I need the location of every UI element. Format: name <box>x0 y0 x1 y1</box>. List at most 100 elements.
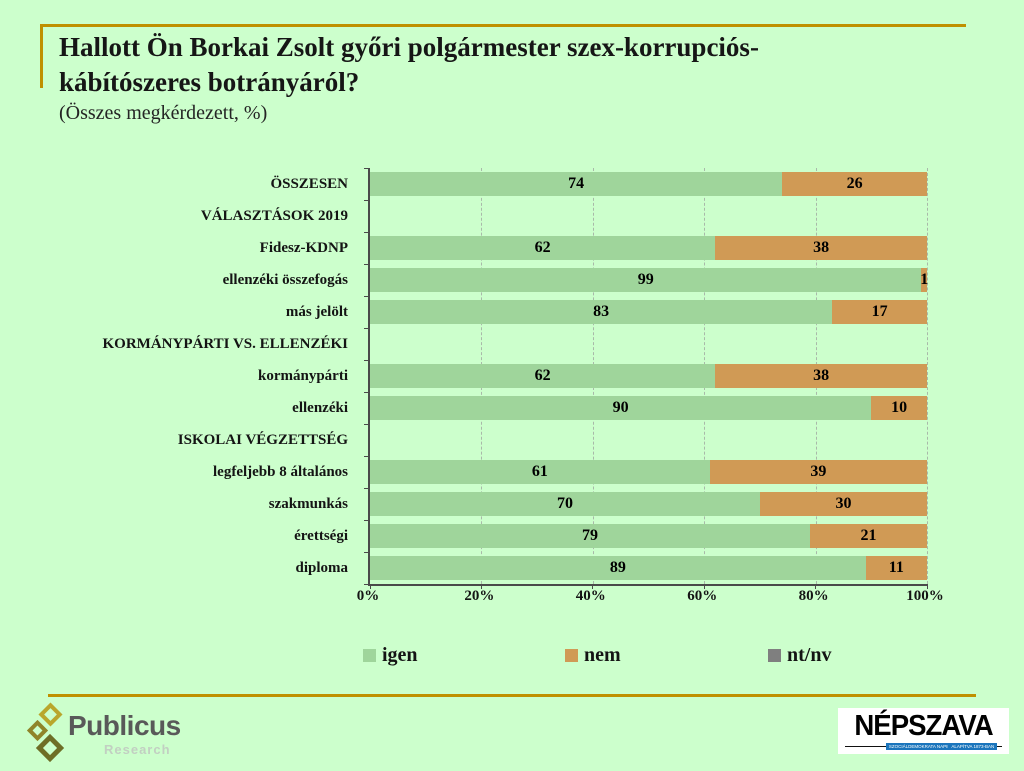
value-label: 90 <box>612 399 629 416</box>
bar-row: 70 30 <box>370 492 927 516</box>
value-label: 74 <box>568 175 585 192</box>
nepszava-logo-name: NÉPSZAVA <box>854 710 993 742</box>
legend-swatch-nem <box>565 649 578 662</box>
category-label: KORMÁNYPÁRTI VS. ELLENZÉKI <box>102 335 349 352</box>
bar-segment-nem: 39 <box>709 460 927 484</box>
category-label: ellenzéki összefogás <box>222 271 348 288</box>
category-label: más jelölt <box>285 303 348 320</box>
x-axis-tick <box>592 584 594 589</box>
page-title-line1: Hallott Ön Borkai Zsolt győri polgármest… <box>59 32 759 62</box>
y-axis-tick <box>364 424 370 425</box>
bar-row: 83 17 <box>370 300 927 324</box>
value-label: 62 <box>534 367 551 384</box>
nepszava-tagline-row: SZOCIÁLDEMOKRATA NAPILAP ALAPÍTVA 1873-B… <box>845 743 1002 751</box>
bar-segment-igen: 61 <box>370 460 710 484</box>
legend-swatch-ntnv <box>768 649 781 662</box>
bar-segment-nem: 38 <box>715 364 927 388</box>
category-label: szakmunkás <box>268 495 348 512</box>
bar-segment-igen: 62 <box>370 236 716 260</box>
bar-segment-nem: 21 <box>810 524 927 548</box>
value-label: 38 <box>813 367 830 384</box>
x-tick-label: 100% <box>906 588 944 604</box>
value-label: 99 <box>637 271 654 288</box>
nepszava-logo: NÉPSZAVA SZOCIÁLDEMOKRATA NAPILAP ALAPÍT… <box>838 708 1009 754</box>
bar-segment-nem: 17 <box>832 300 927 324</box>
value-label: 39 <box>810 463 827 480</box>
category-label: diploma <box>295 559 348 576</box>
x-axis-tick <box>703 584 705 589</box>
bar-segment-nem: 10 <box>871 396 927 420</box>
plot-area: 74 26 62 38 99 1 83 17 62 38 90 10 61 39 70 30 79 21 89 11 <box>364 168 929 589</box>
left-accent-line <box>40 24 43 88</box>
x-tick-label: 60% <box>687 588 718 604</box>
y-axis-tick <box>364 200 370 201</box>
legend-item-igen: igen <box>363 644 418 667</box>
bar-segment-igen: 74 <box>370 172 783 196</box>
x-tick-label: 20% <box>464 588 495 604</box>
y-axis-tick <box>364 584 370 585</box>
value-label: 30 <box>835 495 852 512</box>
value-label: 61 <box>531 463 548 480</box>
x-axis-labels: 0% 20% 40% 60% 80% 100% <box>357 588 944 608</box>
x-tick-label: 40% <box>575 588 606 604</box>
page-title-line2: kábítószeres botrányáról? <box>59 67 360 97</box>
publicus-diamond-icon <box>38 702 63 727</box>
bar-segment-nem: 38 <box>715 236 927 260</box>
bar-segment-igen: 83 <box>370 300 833 324</box>
x-axis-tick <box>369 584 371 589</box>
y-axis-tick <box>364 168 370 169</box>
category-labels-column: ÖSSZESEN VÁLASZTÁSOK 2019 Fidesz-KDNP ellen… <box>0 168 358 584</box>
bar-row: 74 26 <box>370 172 927 196</box>
y-axis-tick <box>364 456 370 457</box>
bar-row: 62 38 <box>370 236 927 260</box>
value-label: 83 <box>593 303 610 320</box>
y-axis-tick <box>364 552 370 553</box>
bar-segment-nem: 26 <box>782 172 927 196</box>
y-axis-tick <box>364 232 370 233</box>
value-label: 38 <box>813 239 830 256</box>
category-label: legfeljebb 8 általános <box>213 463 348 480</box>
page-title: Hallott Ön Borkai Zsolt győri polgármest… <box>59 30 979 100</box>
x-tick-label: 0% <box>356 588 380 604</box>
publicus-logo: Publicus Research <box>26 702 206 764</box>
category-label: ÖSSZESEN <box>270 175 348 192</box>
bar-row: 89 11 <box>370 556 927 580</box>
gridline <box>927 168 928 584</box>
category-label: érettségi <box>294 527 348 544</box>
x-axis-tick <box>815 584 817 589</box>
category-label: ellenzéki <box>292 399 348 416</box>
bar-segment-nem: 1 <box>920 268 929 292</box>
value-label: 79 <box>582 527 598 544</box>
bar-row: 99 1 <box>370 268 929 292</box>
y-axis-tick <box>364 392 370 393</box>
x-tick-label: 80% <box>798 588 829 604</box>
chart-legend: igen nem nt/nv <box>0 644 1024 670</box>
category-label: ISKOLAI VÉGZETTSÉG <box>177 431 348 448</box>
y-axis-tick <box>364 264 370 265</box>
y-axis-tick <box>364 328 370 329</box>
bar-row: 62 38 <box>370 364 927 388</box>
bar-segment-igen: 99 <box>370 268 922 292</box>
y-axis-tick <box>364 296 370 297</box>
bar-row: 90 10 <box>370 396 927 420</box>
bar-segment-igen: 79 <box>370 524 811 548</box>
nepszava-tagline-left: SZOCIÁLDEMOKRATA NAPILAP <box>885 743 959 750</box>
value-label: 11 <box>888 559 904 576</box>
y-axis-tick <box>364 520 370 521</box>
publicus-logo-sub: Research <box>104 742 171 757</box>
y-axis-tick <box>364 360 370 361</box>
x-axis-tick <box>480 584 482 589</box>
nepszava-tagline-right: ALAPÍTVA 1873-BAN <box>948 743 998 750</box>
value-label: 89 <box>609 559 626 576</box>
legend-item-ntnv: nt/nv <box>768 644 831 667</box>
bar-segment-igen: 70 <box>370 492 760 516</box>
page-subtitle: (Összes megkérdezett, %) <box>59 102 268 124</box>
legend-swatch-igen <box>363 649 376 662</box>
value-label: 17 <box>871 303 888 320</box>
value-label: 1 <box>920 271 929 288</box>
legend-item-nem: nem <box>565 644 621 667</box>
category-label: kormánypárti <box>258 367 348 384</box>
value-label: 10 <box>891 399 908 416</box>
bar-segment-nem: 11 <box>865 556 927 580</box>
